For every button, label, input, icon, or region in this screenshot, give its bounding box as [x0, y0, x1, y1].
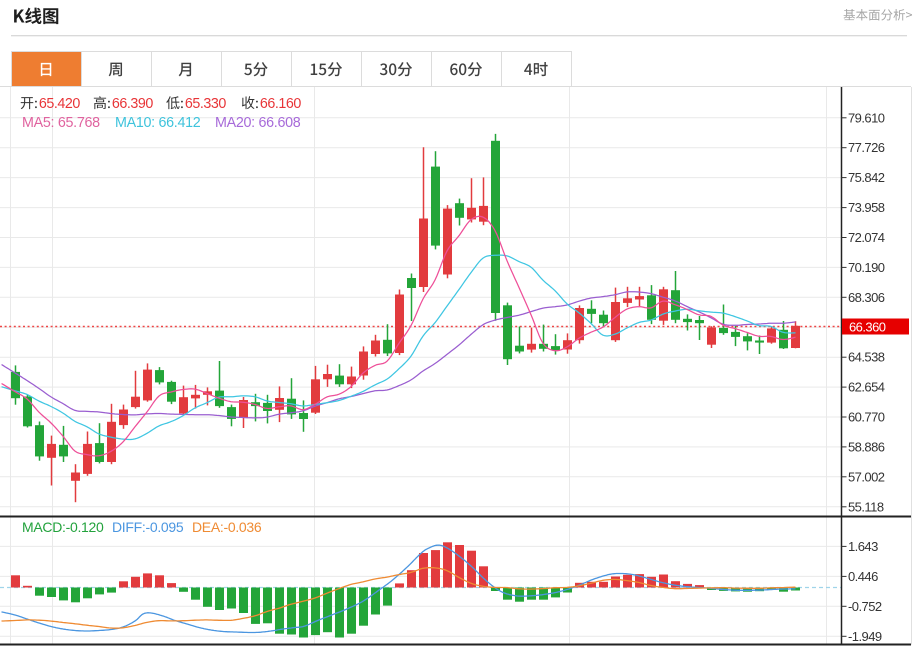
svg-text:68.306: 68.306	[848, 290, 885, 305]
svg-text:66.390: 66.390	[112, 96, 154, 112]
svg-text:1.643: 1.643	[848, 539, 878, 554]
svg-text:65.420: 65.420	[39, 96, 81, 112]
svg-text:64.538: 64.538	[848, 350, 885, 365]
svg-text:70.190: 70.190	[848, 260, 885, 275]
svg-text:57.002: 57.002	[848, 469, 885, 484]
svg-text:77.726: 77.726	[848, 140, 885, 155]
svg-text:58.886: 58.886	[848, 439, 885, 454]
svg-text:DEA:-0.036: DEA:-0.036	[192, 519, 262, 535]
svg-text:MA10: 66.412: MA10: 66.412	[115, 115, 201, 131]
svg-text:MA5: 65.768: MA5: 65.768	[22, 115, 100, 131]
svg-text:-0.752: -0.752	[848, 599, 882, 614]
svg-text:75.842: 75.842	[848, 170, 885, 185]
svg-text:66.160: 66.160	[260, 96, 302, 112]
svg-text:-1.949: -1.949	[848, 629, 882, 644]
svg-text:73.958: 73.958	[848, 200, 885, 215]
svg-text:DIFF:-0.095: DIFF:-0.095	[112, 519, 184, 535]
svg-text:72.074: 72.074	[848, 230, 885, 245]
svg-text:66.360: 66.360	[849, 319, 886, 334]
svg-text:55.118: 55.118	[848, 499, 884, 514]
svg-text:79.610: 79.610	[848, 110, 885, 125]
svg-text:0.446: 0.446	[848, 569, 878, 584]
svg-text:60.770: 60.770	[848, 410, 885, 425]
svg-text:65.330: 65.330	[185, 96, 227, 112]
svg-text:MA20: 66.608: MA20: 66.608	[215, 115, 301, 131]
svg-text:MACD:-0.120: MACD:-0.120	[22, 519, 104, 535]
svg-text:62.654: 62.654	[848, 380, 885, 395]
